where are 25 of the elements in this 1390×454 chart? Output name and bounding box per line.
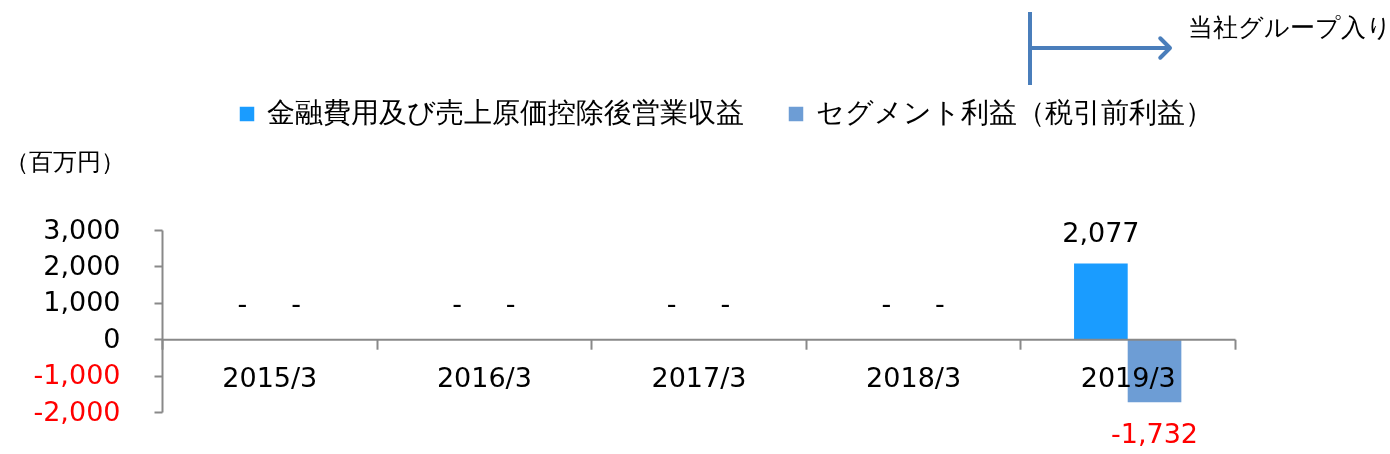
y-tick-label: 0 (103, 322, 121, 354)
legend-label: 金融費用及び売上原価控除後営業収益 (267, 96, 744, 129)
text: - (291, 288, 301, 320)
y-tick-label: 2,000 (43, 249, 121, 281)
y-tick-label: 1,000 (43, 286, 121, 318)
text: - (505, 288, 516, 320)
x-tick-label: 2015/3 (222, 361, 318, 393)
legend-label: セグメント利益（税引前利益） (816, 96, 1213, 129)
y-tick-label: 3,000 (43, 213, 121, 245)
x-tick-label: 2016/3 (436, 361, 532, 393)
text: - (881, 288, 892, 320)
x-tick-label: 2018/3 (866, 361, 962, 393)
text: 当社グループ入り (1188, 13, 1390, 42)
text: - (666, 288, 677, 320)
text: - (935, 288, 945, 320)
text: - (237, 288, 248, 320)
y-tick-label: -2,000 (33, 395, 121, 427)
text: - (452, 288, 462, 320)
x-tick-label: 2019/3 (1080, 361, 1176, 393)
x-tick-label: 2017/3 (651, 361, 747, 393)
text: - (720, 288, 731, 320)
y-axis-title: （百万円） (5, 148, 125, 176)
data-label: 2,077 (1062, 216, 1140, 248)
y-tick-label: -1,000 (33, 359, 121, 391)
data-label: -1,732 (1111, 418, 1199, 450)
